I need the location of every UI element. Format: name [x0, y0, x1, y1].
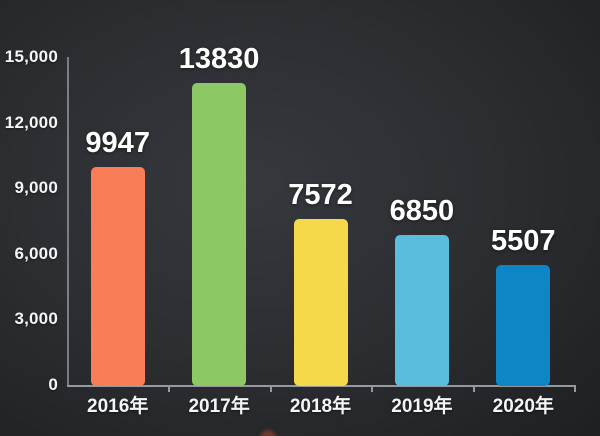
- bar-2017年: [192, 82, 247, 386]
- y-tick-label: 6,000: [14, 243, 58, 263]
- y-tick-label: 9,000: [14, 178, 58, 198]
- y-tick-label: 3,000: [14, 309, 58, 329]
- x-category-label: 2016年: [87, 396, 149, 417]
- bar-2018年: [293, 219, 348, 386]
- x-axis-tick: [168, 387, 171, 392]
- x-category-label: 2019年: [391, 396, 453, 417]
- x-axis-tick: [269, 387, 272, 392]
- bar-value-label: 7572: [288, 179, 353, 212]
- bar-value-label: 9947: [85, 127, 150, 160]
- x-category-label: 2018年: [289, 396, 352, 417]
- bar-value-label: 5507: [491, 224, 556, 257]
- bar-2020年: [496, 264, 551, 386]
- x-axis-tick: [574, 387, 576, 392]
- x-axis-tick: [371, 387, 374, 392]
- bar-2016年: [90, 167, 145, 386]
- y-tick-label: 0: [48, 375, 58, 394]
- x-axis-tick: [472, 387, 475, 392]
- x-category-label: 2020年: [492, 396, 554, 417]
- y-axis-line: [67, 57, 69, 385]
- x-axis-line: [67, 385, 576, 387]
- y-tick-label: 15,000: [4, 47, 58, 66]
- x-category-label: 2017年: [188, 396, 250, 417]
- y-tick-label: 12,000: [4, 112, 58, 132]
- bar-value-label: 13830: [178, 42, 260, 75]
- bar-value-label: 6850: [389, 195, 455, 228]
- bar-2019年: [394, 235, 449, 386]
- watermark-fragment: [260, 430, 276, 436]
